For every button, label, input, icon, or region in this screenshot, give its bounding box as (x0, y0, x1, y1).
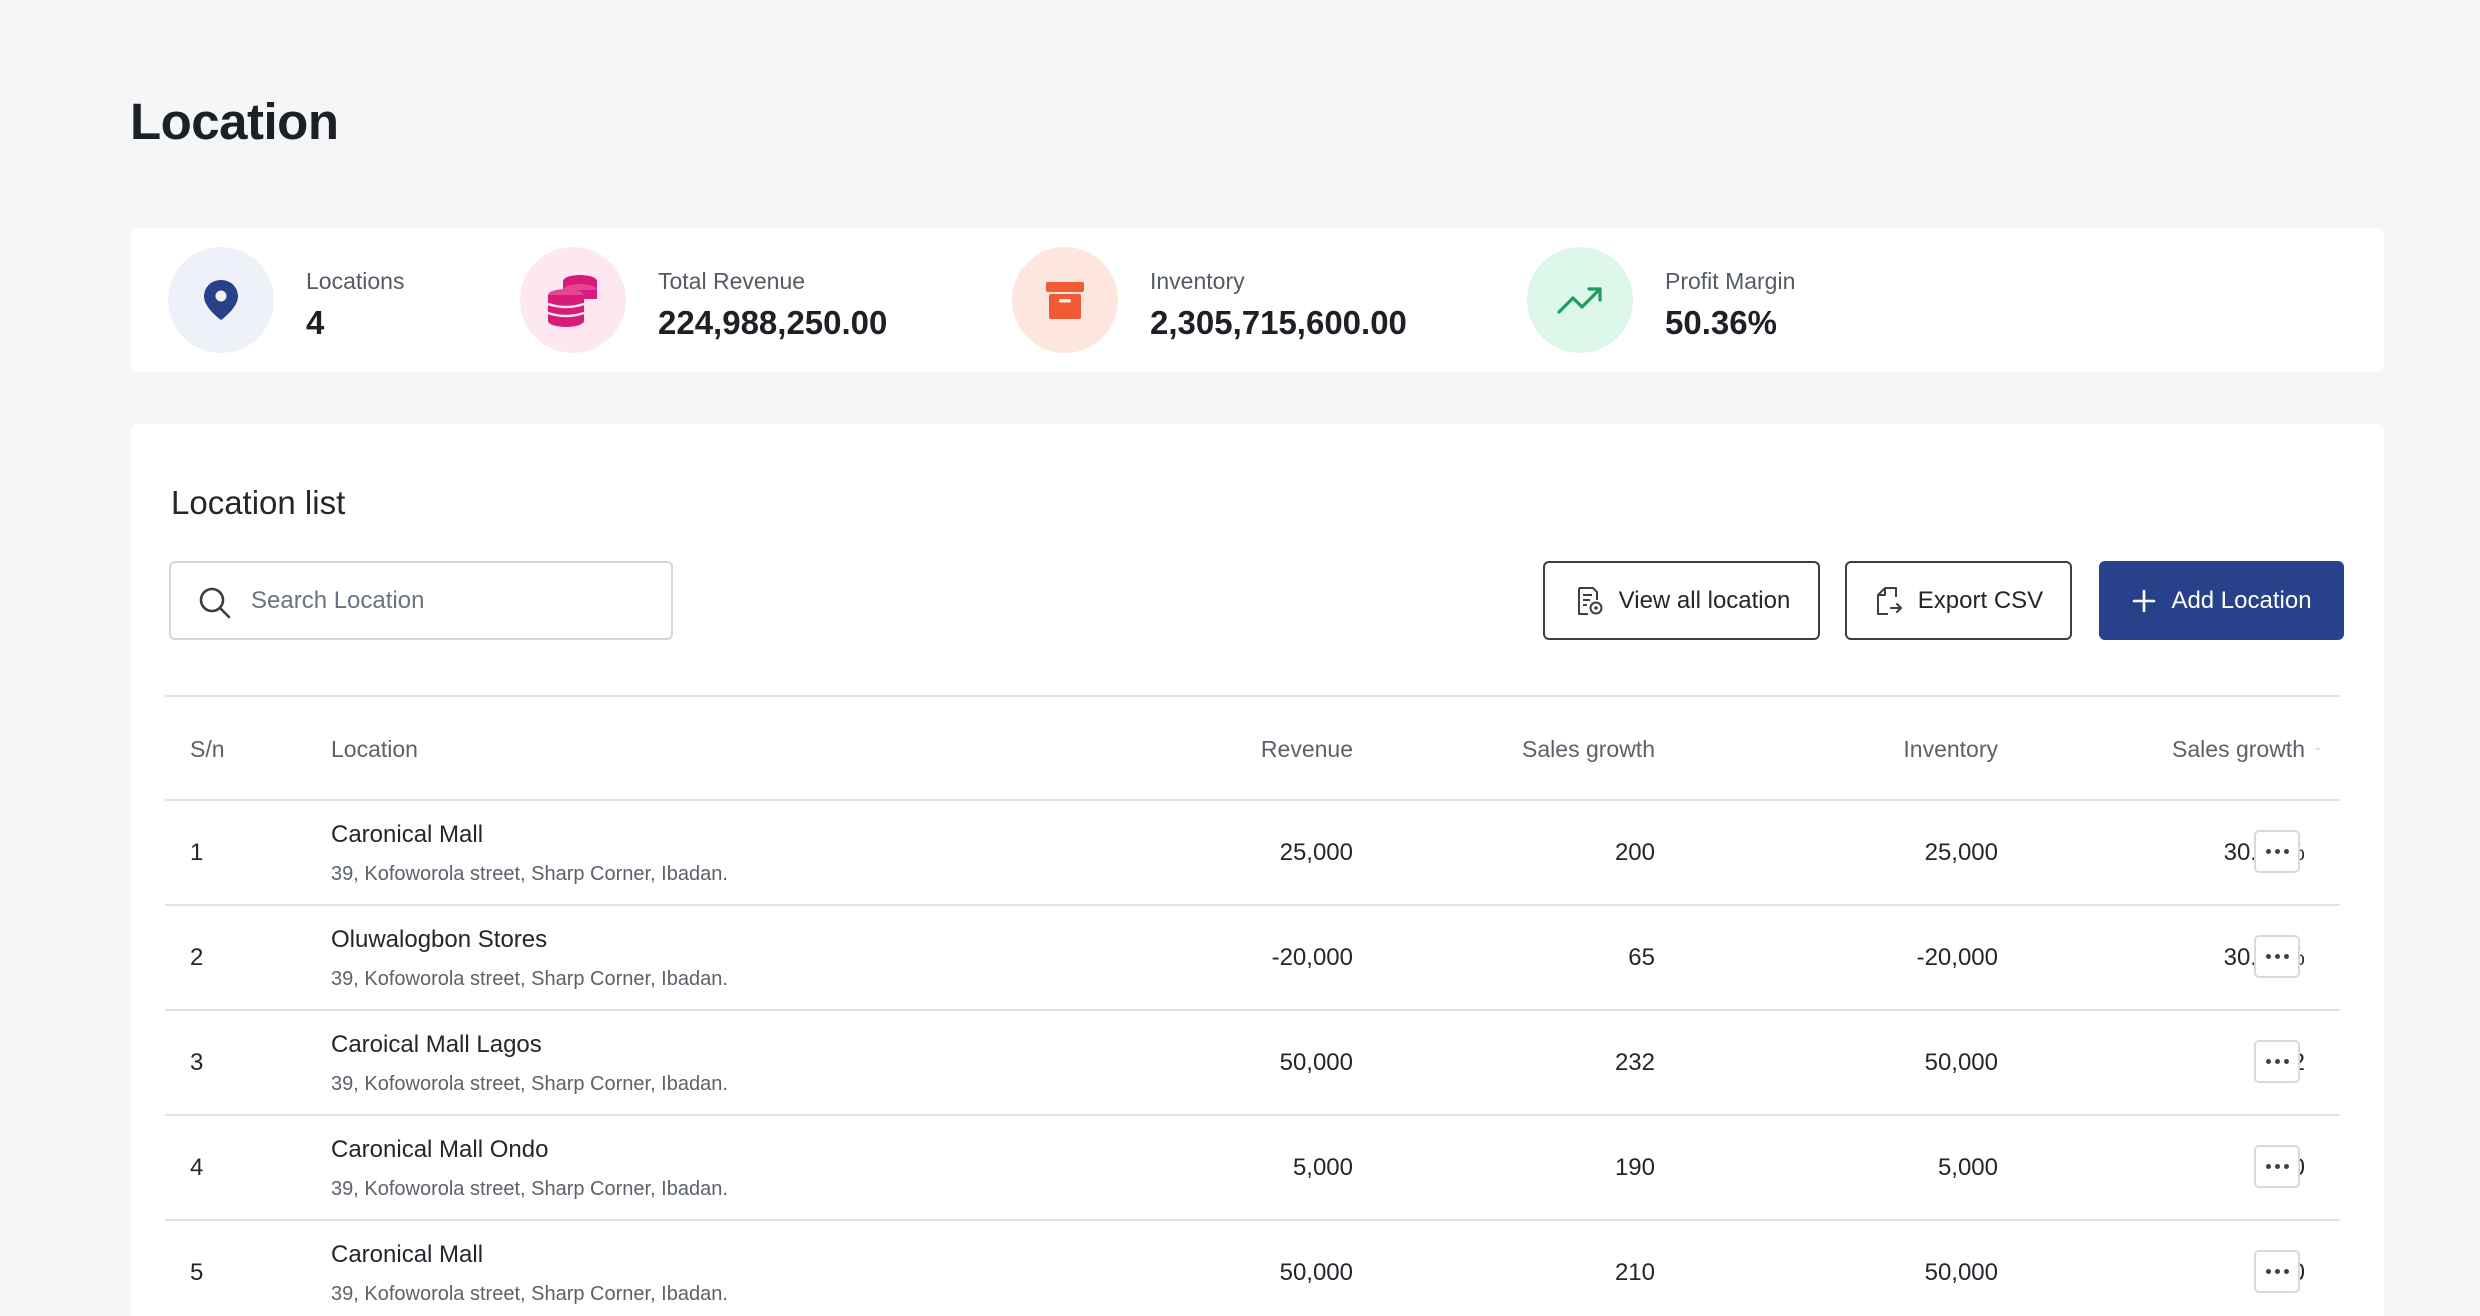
ellipsis-dot (2283, 849, 2289, 854)
view-all-location-button[interactable]: View all location (1543, 561, 1820, 640)
export-csv-button[interactable]: Export CSV (1845, 561, 2072, 640)
cell-sales-growth: 190 (1614, 1154, 1655, 1181)
cell-sn: 2 (190, 944, 204, 971)
ellipsis-dot (2274, 1164, 2280, 1169)
location-address: 39, Kofoworola street, Sharp Corner, Iba… (331, 1178, 728, 1200)
add-location-button[interactable]: Add Location (2099, 561, 2344, 640)
cell-revenue: -20,000 (1271, 944, 1353, 971)
more-options-button[interactable] (2254, 830, 2300, 873)
coins-icon (520, 247, 626, 353)
location-name: Caronical Mall Ondo (331, 1136, 549, 1163)
trending-up-icon (1527, 247, 1633, 353)
cell-inventory: -20,000 (1916, 944, 1998, 971)
cell-revenue: 5,000 (1292, 1154, 1353, 1181)
cell-revenue: 25,000 (1279, 839, 1353, 866)
cell-inventory: 50,000 (1924, 1259, 1998, 1286)
cell-inventory: 5,000 (1937, 1154, 1998, 1181)
location-address: 39, Kofoworola street, Sharp Corner, Iba… (331, 863, 728, 885)
page-title: Location (130, 93, 339, 150)
export-file-icon (1876, 586, 1902, 615)
cell-sn: 5 (190, 1259, 204, 1286)
ellipsis-dot (2265, 1059, 2271, 1064)
cell-inventory: 50,000 (1924, 1049, 1998, 1076)
location-name: Caroical Mall Lagos (331, 1031, 542, 1058)
cell-revenue: 50,000 (1279, 1259, 1353, 1286)
cell-inventory: 25,000 (1924, 839, 1998, 866)
export-csv-label: Export CSV (1917, 586, 2044, 614)
ellipsis-dot (2274, 1269, 2280, 1274)
more-options-button[interactable] (2254, 935, 2300, 978)
stats-card: Locations 4 Total Revenue 224,988,250.00 (130, 228, 2384, 372)
cell-sn: 1 (190, 839, 204, 866)
ellipsis-dot (2283, 954, 2289, 959)
location-list-card: Location list View all location (130, 424, 2384, 1316)
column-header-sales-growth-2: Sales growth (2172, 736, 2305, 762)
stat-label: Profit Margin (1665, 268, 1796, 294)
column-header-location: Location (331, 736, 418, 762)
cell-revenue: 50,000 (1279, 1049, 1353, 1076)
ellipsis-dot (2274, 849, 2280, 854)
more-options-button[interactable] (2254, 1145, 2300, 1188)
column-header-revenue: Revenue (1260, 736, 1353, 762)
location-pin-icon (168, 247, 274, 353)
table-row[interactable]: 2 Oluwalogbon Stores 39, Kofoworola street… (165, 906, 2340, 1011)
ellipsis-dot (2274, 1059, 2280, 1064)
list-title: Location list (171, 484, 346, 521)
stat-label: Total Revenue (658, 268, 806, 294)
stat-profit-margin: Profit Margin 50.36% (1527, 247, 1927, 353)
ellipsis-dot (2283, 1059, 2289, 1064)
view-all-location-label: View all location (1618, 586, 1791, 614)
search-input[interactable] (251, 577, 651, 625)
location-name: Caronical Mall (331, 821, 484, 848)
add-location-label: Add Location (2171, 586, 2312, 614)
stat-inventory: Inventory 2,305,715,600.00 (1012, 247, 1492, 353)
location-name: Caronical Mall (331, 1241, 484, 1268)
cell-sales-growth: 210 (1614, 1259, 1655, 1286)
ellipsis-dot (2265, 1164, 2271, 1169)
ellipsis-dot (2274, 954, 2280, 959)
cell-sales-growth: 65 (1628, 944, 1655, 971)
location-address: 39, Kofoworola street, Sharp Corner, Iba… (331, 968, 728, 990)
ellipsis-dot (2283, 1269, 2289, 1274)
column-header-sales-growth: Sales growth (1522, 736, 1655, 762)
cell-sn: 3 (190, 1049, 204, 1076)
ellipsis-dot (2265, 849, 2271, 854)
cell-sn: 4 (190, 1154, 204, 1181)
search-box (169, 561, 673, 640)
cell-sales-growth: 200 (1614, 839, 1655, 866)
table-header: S/n Location Revenue Sales growth Invent… (165, 697, 2340, 801)
location-address: 39, Kofoworola street, Sharp Corner, Iba… (331, 1283, 728, 1305)
table-row[interactable]: 3 Caroical Mall Lagos 39, Kofoworola stree… (165, 1011, 2340, 1116)
cell-sales-growth: 232 (1614, 1049, 1655, 1076)
ellipsis-dot (2265, 1269, 2271, 1274)
table-row[interactable]: 4 Caronical Mall Ondo 39, Kofoworola stree… (165, 1116, 2340, 1221)
stat-total-revenue: Total Revenue 224,988,250.00 (520, 247, 960, 353)
stat-label: Locations (306, 268, 405, 294)
column-header-inventory: Inventory (1903, 736, 1998, 762)
column-header-sn: S/n (190, 736, 225, 762)
table-row[interactable]: 5 Caronical Mall 39, Kofoworola street, Sh… (165, 1221, 2340, 1316)
stat-value: 4 (306, 304, 325, 341)
document-view-icon (1577, 586, 1603, 615)
more-options-button[interactable] (2254, 1040, 2300, 1083)
ellipsis-dot (2265, 954, 2271, 959)
stat-value: 224,988,250.00 (658, 304, 888, 341)
location-name: Oluwalogbon Stores (331, 926, 548, 953)
ellipsis-dot (2283, 1164, 2289, 1169)
stat-value: 2,305,715,600.00 (1150, 304, 1407, 341)
table-row[interactable]: 1 Caronical Mall 39, Kofoworola street, Sh… (165, 801, 2340, 906)
stat-value: 50.36% (1665, 304, 1777, 341)
table-divider (165, 695, 2340, 697)
location-address: 39, Kofoworola street, Sharp Corner, Iba… (331, 1073, 728, 1095)
stat-label: Inventory (1150, 268, 1245, 294)
stat-locations: Locations 4 (168, 247, 468, 353)
column-header-actions: - (2315, 740, 2321, 757)
search-icon (199, 587, 231, 619)
plus-icon (2133, 589, 2156, 612)
more-options-button[interactable] (2254, 1250, 2300, 1293)
archive-box-icon (1012, 247, 1118, 353)
